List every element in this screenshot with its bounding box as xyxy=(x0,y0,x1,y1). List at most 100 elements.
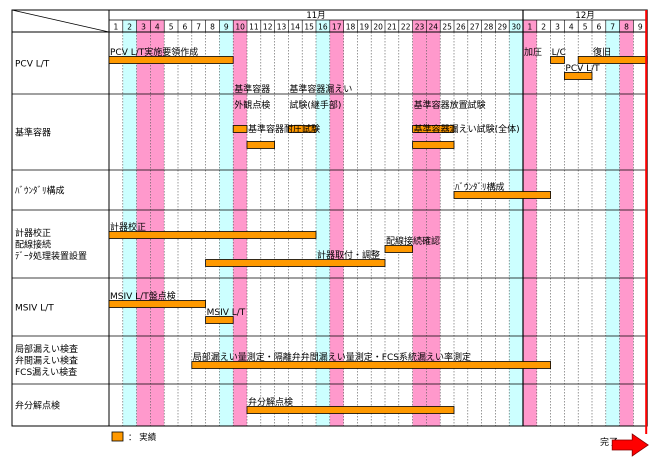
task-bar xyxy=(205,259,386,267)
task-bar xyxy=(108,231,317,239)
task-label: 基準容器 xyxy=(234,83,270,95)
day-column-shade xyxy=(316,20,330,426)
day-number: 5 xyxy=(169,23,174,32)
day-number: 8 xyxy=(210,23,215,32)
day-number: 9 xyxy=(224,23,229,32)
row-label: 配線接続 xyxy=(15,239,51,251)
day-number: 29 xyxy=(498,23,508,32)
day-column-shade xyxy=(136,20,151,426)
month-label: 11月 xyxy=(306,11,325,21)
task-bar xyxy=(246,406,455,414)
task-bar xyxy=(108,56,234,64)
task-label: 局部漏えい量測定・隔離弁弁間漏えい量測定・FCS系統漏えい率測定 xyxy=(193,351,471,363)
task-label: 弁分解点検 xyxy=(248,396,293,408)
task-bar xyxy=(246,141,276,149)
task-label: 試験(継手部) xyxy=(289,99,341,111)
day-column-shade xyxy=(523,20,537,426)
row-label: 弁間漏えい検査 xyxy=(15,355,78,367)
day-number: 16 xyxy=(318,23,328,32)
day-number: 9 xyxy=(638,23,643,32)
task-label: MSIV L/T盤点検 xyxy=(110,290,176,302)
task-bar xyxy=(577,56,648,64)
day-number: 5 xyxy=(583,23,588,32)
task-label: 基準容器耐圧試験 xyxy=(248,123,320,135)
task-label: 基準容器放置試験 xyxy=(414,99,486,111)
day-number: 28 xyxy=(484,23,494,32)
day-number: 26 xyxy=(456,23,466,32)
row-label: ﾃﾞｰﾀ処理装置設置 xyxy=(15,250,87,262)
day-column-shade xyxy=(150,20,165,426)
day-number: 19 xyxy=(360,23,370,32)
task-bar xyxy=(191,361,551,369)
task-label: 計器校正 xyxy=(110,221,146,233)
day-number: 21 xyxy=(387,23,397,32)
day-number: 2 xyxy=(127,23,132,32)
corner-diagonal xyxy=(11,9,110,33)
day-number: 8 xyxy=(624,23,629,32)
day-number: 20 xyxy=(373,23,383,32)
day-column-shade xyxy=(233,20,247,426)
day-column-shade xyxy=(619,20,634,426)
day-number: 27 xyxy=(470,23,480,32)
day-column-shade xyxy=(122,20,137,426)
month-label: 12月 xyxy=(575,11,594,21)
row-label: FCS漏えい検査 xyxy=(15,366,77,378)
day-number: 3 xyxy=(555,23,560,32)
task-label: 基準容器漏えい試験(全体) xyxy=(414,123,520,135)
task-bar xyxy=(550,56,565,64)
row-label: 基準容器 xyxy=(15,127,51,139)
day-number: 12 xyxy=(263,23,273,32)
day-number: 14 xyxy=(291,23,301,32)
day-number: 3 xyxy=(141,23,146,32)
row-label: 局部漏えい検査 xyxy=(15,343,78,355)
task-bar xyxy=(205,316,234,324)
day-number: 4 xyxy=(155,23,160,32)
day-column-shade xyxy=(219,20,234,426)
day-number: 6 xyxy=(597,23,602,32)
day-number: 23 xyxy=(415,23,425,32)
task-label: MSIV L/T xyxy=(207,308,246,318)
task-label: PCV L/T実施要領作成 xyxy=(110,46,198,58)
task-label: 基準容器漏えい xyxy=(289,83,352,95)
task-label: L/C xyxy=(552,48,566,58)
day-column-shade xyxy=(426,20,441,426)
day-number: 17 xyxy=(332,23,342,32)
day-number: 18 xyxy=(346,23,356,32)
task-bar xyxy=(453,191,551,199)
task-bar xyxy=(564,72,593,80)
finish-arrow-icon xyxy=(611,433,649,457)
day-number: 30 xyxy=(511,23,521,32)
task-label: 外観点検 xyxy=(234,99,270,111)
day-number: 10 xyxy=(235,23,245,32)
row-label: 弁分解点検 xyxy=(15,400,60,412)
task-label: 配線接続確認 xyxy=(386,235,440,247)
day-number: 25 xyxy=(442,23,452,32)
day-column-shade xyxy=(509,20,523,426)
task-bar xyxy=(108,300,206,308)
day-number: 1 xyxy=(528,23,533,32)
day-number: 4 xyxy=(569,23,574,32)
task-label: PCV L/T xyxy=(565,64,600,74)
task-bar xyxy=(384,245,414,253)
task-bar xyxy=(287,125,317,133)
task-bar xyxy=(232,125,248,133)
task-bar xyxy=(412,141,455,149)
day-number: 7 xyxy=(610,23,615,32)
row-label: PCV L/T xyxy=(15,60,50,70)
task-bar xyxy=(412,125,455,133)
day-column-shade xyxy=(329,20,344,426)
day-number: 22 xyxy=(401,23,411,32)
day-number: 24 xyxy=(429,23,439,32)
day-number: 2 xyxy=(541,23,546,32)
day-number: 6 xyxy=(183,23,188,32)
task-label: 計器取付・調整 xyxy=(317,249,380,261)
task-label: 加圧 xyxy=(524,47,542,58)
day-number: 11 xyxy=(249,23,259,32)
day-number: 1 xyxy=(114,23,119,32)
legend-swatch xyxy=(111,431,124,442)
row-label: 計器校正 xyxy=(15,227,51,239)
day-column-shade xyxy=(605,20,620,426)
row-label: ﾊﾞｳﾝﾀﾞﾘ構成 xyxy=(15,185,65,197)
legend-label: ： 実績 xyxy=(128,432,157,443)
